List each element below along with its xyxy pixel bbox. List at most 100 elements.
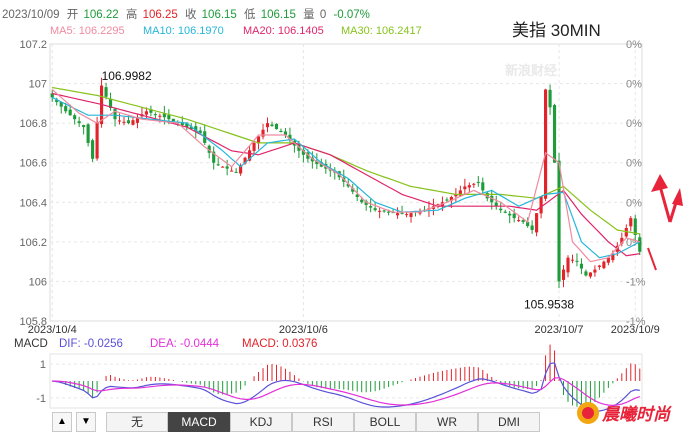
candle-body <box>521 220 525 223</box>
candle-body <box>185 122 189 128</box>
candle-body <box>279 130 283 133</box>
candle-body <box>189 126 193 130</box>
macd-tick-label: -1 <box>36 393 46 405</box>
candle-body <box>301 149 305 155</box>
tab-macd[interactable]: MACD <box>168 412 230 432</box>
candle-body <box>171 118 175 122</box>
candle-body <box>490 195 494 203</box>
candle-body <box>230 170 234 172</box>
macd-value: MACD: 0.0376 <box>242 338 317 350</box>
candle-body <box>467 185 471 188</box>
y-tick-percent-label: -1% <box>626 316 646 328</box>
candle-body <box>135 117 140 123</box>
candle-body <box>526 221 530 227</box>
plot-frame <box>49 43 643 322</box>
macd-grid <box>49 353 643 409</box>
y-tick-percent-label: -1% <box>626 276 646 288</box>
tab-dmi[interactable]: DMI <box>478 412 540 432</box>
candle-body <box>499 208 503 211</box>
candle-body <box>355 194 359 198</box>
y-tick-label: 106.2 <box>19 237 47 249</box>
tab-rsi[interactable]: RSI <box>292 412 354 432</box>
macd-tick-label: 1 <box>40 359 46 371</box>
candle-body <box>620 237 624 244</box>
annotations: 106.9982 105.9538 <box>102 69 575 312</box>
candle-body <box>633 218 637 235</box>
candle-body <box>283 131 288 136</box>
y-tick-label: 106.8 <box>19 118 47 130</box>
header-volume: 0 <box>320 9 326 21</box>
candle-body <box>194 126 198 132</box>
candle-body <box>575 260 579 262</box>
candle-body <box>270 124 274 127</box>
candle-body <box>638 237 642 252</box>
candle-body <box>360 199 364 203</box>
candle-body <box>207 145 211 153</box>
candle-body <box>535 213 539 233</box>
candle-body <box>463 186 467 190</box>
tab-kdj[interactable]: KDJ <box>230 412 292 432</box>
y-tick-label: 106.6 <box>19 158 47 170</box>
candle-body <box>602 261 606 269</box>
legend-ma5: MA5: 106.2295 <box>50 25 125 37</box>
dea-line <box>52 377 641 407</box>
candle-body <box>579 263 584 269</box>
scroll-down-button[interactable]: ▼ <box>76 412 96 432</box>
x-tick-label: 2023/10/4 <box>28 324 77 336</box>
indicator-tabbar: ▲ ▼ 无 MACD KDJ RSI BOLL WR DMI <box>0 410 684 432</box>
candle-body <box>297 144 301 151</box>
candle-body <box>544 89 548 199</box>
candle-body <box>387 211 391 213</box>
macd-lines <box>52 362 641 412</box>
candle-body <box>55 99 59 103</box>
candle-body <box>261 129 265 137</box>
candle-body <box>593 269 597 273</box>
candle-body <box>409 213 413 217</box>
candle-body <box>369 206 373 208</box>
price-annotation: 106.9982 <box>102 69 152 83</box>
candle-body <box>561 269 566 280</box>
header-open: 106.22 <box>83 9 118 21</box>
header-low: 106.15 <box>261 9 296 21</box>
scroll-up-button[interactable]: ▲ <box>52 412 72 432</box>
y-tick-percent-label: 0% <box>626 237 642 249</box>
ma20-line <box>52 92 640 257</box>
y-tick-percent-label: 0% <box>626 197 642 209</box>
candle-body <box>50 93 54 98</box>
candle-body <box>557 160 561 282</box>
candle-body <box>77 121 81 124</box>
candle-body <box>144 111 148 115</box>
candle-body <box>606 257 610 263</box>
candle-body <box>503 211 507 213</box>
candle-body <box>404 214 409 216</box>
candle-body <box>570 259 575 261</box>
up-arrow-annotation <box>647 174 683 271</box>
candle-body <box>454 194 458 197</box>
candle-body <box>265 123 270 128</box>
candlestick-series <box>50 77 642 289</box>
header-change: -0.07% <box>333 9 369 21</box>
dif-line <box>52 362 640 412</box>
candle-body <box>548 89 552 108</box>
candle-body <box>288 134 292 141</box>
tab-none[interactable]: 无 <box>106 412 168 432</box>
x-tick-label: 2023/10/6 <box>279 324 328 336</box>
header-date: 2023/10/09 <box>2 9 60 21</box>
watermark: 新浪财经 <box>505 63 557 78</box>
y-tick-percent-label: 0% <box>626 79 642 91</box>
candle-body <box>59 102 63 107</box>
candle-body <box>131 120 135 125</box>
candle-body <box>256 136 261 144</box>
legend-ma20: MA20: 106.1405 <box>243 25 324 37</box>
y-tick-label: 107 <box>29 79 47 91</box>
candle-body <box>566 257 570 273</box>
tab-boll[interactable]: BOLL <box>354 412 416 432</box>
candle-body <box>476 181 480 183</box>
candle-body <box>95 122 99 159</box>
ma30-line <box>52 86 640 235</box>
tab-wr[interactable]: WR <box>416 412 478 432</box>
macd-frame <box>49 353 643 409</box>
x-tick-label: 2023/10/9 <box>611 324 660 336</box>
candle-body <box>122 121 126 123</box>
candle-body <box>512 213 516 219</box>
